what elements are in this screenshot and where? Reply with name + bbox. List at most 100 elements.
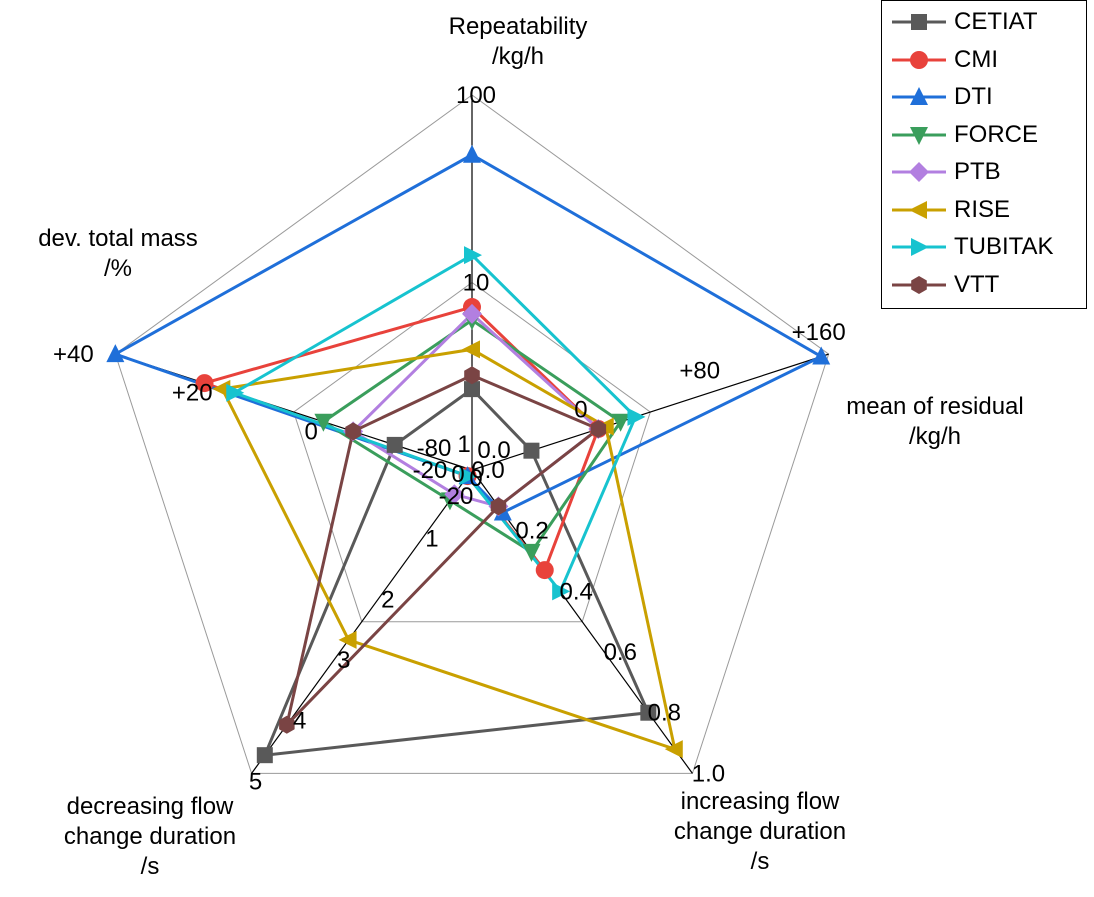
data-point-cetiat xyxy=(640,704,657,721)
legend-item-tubitak: TUBITAK xyxy=(888,232,1054,262)
tick-label: 1.0 xyxy=(692,760,725,787)
axis-title-repeatability: Repeatability /kg/h xyxy=(418,12,618,72)
legend-label: VTT xyxy=(954,270,1000,298)
series-line-vtt xyxy=(284,373,602,730)
legend-label: PTB xyxy=(954,158,1001,185)
tick-label: 0 xyxy=(304,418,317,445)
tick-label: -20 xyxy=(413,457,448,484)
tick-label: 2 xyxy=(381,586,394,613)
legend-item-cmi: CMI xyxy=(888,45,998,75)
tick-label: 10 xyxy=(463,270,490,297)
tick-label: +40 xyxy=(53,341,94,368)
data-point-tubitak xyxy=(459,467,478,486)
axis-title-line: change duration xyxy=(673,818,847,845)
legend-swatch xyxy=(892,126,946,145)
data-point-ptb xyxy=(462,303,482,324)
series-line-cetiat xyxy=(262,387,651,757)
series-lines xyxy=(111,153,825,757)
legend-swatch xyxy=(892,200,946,219)
data-point-tubitak xyxy=(464,246,482,265)
tick-label: 100 xyxy=(456,82,496,109)
tick-label: 0.6 xyxy=(604,639,637,666)
data-point-dti xyxy=(812,346,831,365)
data-point-vtt xyxy=(345,422,361,441)
legend-item-force: FORCE xyxy=(888,120,1038,150)
data-point-rise xyxy=(338,630,357,649)
data-point-vtt xyxy=(279,715,295,734)
axis-title-line: increasing flow xyxy=(680,788,840,815)
data-point-dti xyxy=(463,144,481,163)
tick-label: 0.2 xyxy=(515,518,548,545)
legend-item-rise: RISE xyxy=(888,195,1010,225)
data-point-vtt xyxy=(464,366,480,385)
axis-title-line: mean of residual xyxy=(846,393,1024,420)
legend-label: FORCE xyxy=(954,120,1038,148)
axis-title-line: change duration xyxy=(63,823,237,850)
data-point-cetiat xyxy=(256,747,273,764)
axis-title-line: decreasing flow xyxy=(66,793,234,820)
tick-label: 1 xyxy=(425,526,438,553)
legend-item-dti: DTI xyxy=(888,82,993,112)
axis-title-dev-total-mass: dev. total mass /% xyxy=(8,224,228,284)
data-point-cetiat xyxy=(523,442,540,459)
data-point-vtt xyxy=(590,420,607,438)
axis-title-line: dev. total mass xyxy=(38,225,198,252)
legend: CETIAT CMI DTI FORCE PTB RISE TUBITAK VTT xyxy=(881,0,1087,309)
tick-label: 3 xyxy=(337,647,350,674)
tick-label: +160 xyxy=(792,319,846,346)
axis-spoke xyxy=(471,469,693,774)
legend-item-ptb: PTB xyxy=(888,157,1001,187)
axis-title-line: /kg/h xyxy=(908,423,962,450)
data-point-dti xyxy=(106,344,125,363)
data-point-tubitak xyxy=(552,582,571,601)
axis-title-line: Repeatability xyxy=(448,13,588,40)
legend-label: DTI xyxy=(954,83,993,110)
data-point-force xyxy=(314,413,333,432)
axis-title-decreasing-flow: decreasing flow change duration /s xyxy=(50,792,250,882)
data-point-cetiat xyxy=(464,381,480,398)
data-point-cmi xyxy=(195,374,214,393)
grid-ring xyxy=(293,281,651,623)
tick-label: 0 xyxy=(574,396,587,423)
tick-label: 5 xyxy=(249,768,262,795)
data-point-force xyxy=(611,413,630,432)
center-tick-label: -80 xyxy=(417,435,452,462)
legend-item-cetiat: CETIAT xyxy=(888,7,1038,37)
data-point-tubitak xyxy=(627,407,646,426)
tick-label: 0.0 xyxy=(471,457,504,484)
series-line-rise xyxy=(220,347,677,752)
data-point-cetiat xyxy=(386,436,403,453)
axis-title-line: /s xyxy=(140,853,160,880)
data-point-cmi xyxy=(535,561,554,580)
tick-label: 0.8 xyxy=(648,700,681,727)
legend-label: RISE xyxy=(954,195,1011,223)
data-point-tubitak xyxy=(226,383,245,402)
grid xyxy=(114,94,830,774)
axis-title-line: /% xyxy=(103,255,132,282)
axis-title-increasing-flow: increasing flow change duration /s xyxy=(660,787,860,877)
axis-title-line: /s xyxy=(750,848,770,875)
legend-label: TUBITAK xyxy=(954,233,1054,260)
legend-swatch xyxy=(892,14,946,30)
tick-labels: 101000+80+1600.00.20.40.60.81.0012345-20… xyxy=(53,82,846,795)
axis-title-line: /kg/h xyxy=(491,43,545,70)
data-point-force xyxy=(522,543,541,562)
center-tick-label: -20 xyxy=(439,483,474,510)
legend-label: CMI xyxy=(954,45,998,73)
axis-title-mean-residual: mean of residual /kg/h xyxy=(820,392,1050,452)
legend-swatch xyxy=(892,87,946,105)
data-point-ptb xyxy=(444,484,465,505)
legend-swatch xyxy=(892,50,946,69)
center-tick-label: 0 xyxy=(451,461,464,488)
legend-swatch xyxy=(892,162,946,182)
center-tick-label: 1 xyxy=(457,431,470,458)
data-point-rise xyxy=(462,340,480,359)
series-line-force xyxy=(320,318,623,554)
tick-label: +80 xyxy=(679,358,720,385)
tick-label: 0 xyxy=(469,465,482,492)
series-markers xyxy=(106,144,831,764)
tick-label: 0.4 xyxy=(559,578,592,605)
data-point-rise xyxy=(664,740,683,759)
center-tick-label: 0.0 xyxy=(477,437,510,464)
